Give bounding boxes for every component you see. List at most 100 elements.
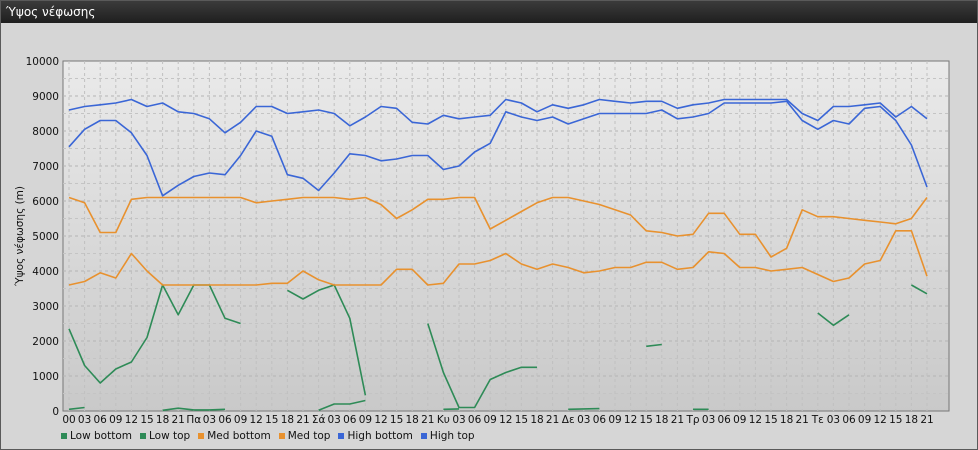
series-line — [817, 312, 850, 327]
x-tick-label: 18 — [655, 414, 668, 426]
x-tick-label: 09 — [234, 414, 247, 426]
x-tick-label: 03 — [78, 414, 91, 426]
y-tick-label: 3000 — [32, 301, 59, 313]
series-line — [162, 407, 226, 412]
legend-swatch — [198, 433, 205, 439]
legend-swatch — [338, 433, 345, 439]
x-tick-label: 15 — [640, 414, 653, 426]
x-tick-label: 15 — [515, 414, 528, 426]
legend-item: Med bottom — [198, 429, 271, 443]
x-tick-label: 15 — [764, 414, 777, 426]
x-tick-label: Τε — [811, 414, 824, 426]
x-tick-label: 00 — [62, 414, 75, 426]
grid-lines — [63, 61, 949, 411]
series-line — [68, 406, 85, 411]
x-tick-label: 09 — [858, 414, 871, 426]
x-tick-label: 12 — [624, 414, 637, 426]
x-tick-label: 03 — [452, 414, 465, 426]
x-tick-label: 12 — [749, 414, 762, 426]
y-tick-label: 10000 — [26, 56, 59, 68]
series-line — [68, 196, 928, 258]
y-tick-label: 6000 — [32, 196, 59, 208]
series-lines — [68, 98, 928, 412]
legend-swatch — [61, 433, 67, 439]
x-tick-label: 03 — [328, 414, 341, 426]
series-line — [68, 100, 928, 197]
x-tick-label: 21 — [920, 414, 933, 426]
x-tick-label: 03 — [203, 414, 216, 426]
x-tick-label: 12 — [499, 414, 512, 426]
x-tick-label: 06 — [718, 414, 732, 426]
x-tick-label: Τρ — [685, 414, 699, 426]
x-tick-label: 21 — [546, 414, 559, 426]
x-tick-label: 09 — [359, 414, 372, 426]
legend: Low bottom Low top Med bottom Med top High b… — [61, 429, 475, 443]
x-tick-label: 06 — [468, 414, 482, 426]
legend-label: Med bottom — [207, 430, 271, 442]
x-tick-label: 18 — [530, 414, 543, 426]
x-tick-label: 12 — [374, 414, 387, 426]
x-tick-label: 21 — [421, 414, 434, 426]
series-line — [568, 407, 600, 411]
legend-swatch — [278, 433, 285, 439]
y-tick-label: 0 — [52, 406, 59, 418]
y-tick-label: 5000 — [32, 231, 59, 243]
x-tick-label: 21 — [671, 414, 684, 426]
x-tick-label: 18 — [780, 414, 793, 426]
x-tick-label: 15 — [140, 414, 153, 426]
x-tick-label: 03 — [827, 414, 840, 426]
x-tick-label: 18 — [905, 414, 918, 426]
y-tick-label: 7000 — [32, 161, 59, 173]
x-tick-label: 15 — [390, 414, 403, 426]
legend-item: Low top — [140, 429, 190, 443]
y-tick-label: 2000 — [32, 336, 59, 348]
legend-item: High bottom — [338, 429, 413, 443]
series-line — [68, 230, 928, 286]
legend-swatch — [420, 433, 427, 439]
x-tick-label: 21 — [172, 414, 185, 426]
x-tick-label: 03 — [702, 414, 715, 426]
cloud-height-chart: 0 1000 2000 3000 4000 5000 6000 7000 8000 9000 100… — [14, 56, 950, 426]
x-tick-label: Πα — [186, 414, 201, 426]
series-line — [427, 323, 537, 409]
x-tick-label: 18 — [406, 414, 419, 426]
x-tick-label: 09 — [733, 414, 746, 426]
x-tick-label: 06 — [842, 414, 856, 426]
x-tick-label: 12 — [250, 414, 263, 426]
x-tick-label: 09 — [484, 414, 497, 426]
x-axis: 00 03 06 09 12 15 18 21 Πα 03 06 09 12 15 18 21 Σά 03 06 09… — [62, 414, 933, 426]
x-tick-label: Κυ — [437, 414, 450, 426]
series-line — [68, 98, 928, 134]
series-line — [287, 284, 367, 396]
x-tick-label: Σά — [312, 414, 326, 426]
legend-label: Low bottom — [70, 430, 132, 442]
legend-label: High top — [429, 430, 475, 442]
window-title: Ύψος νέφωσης — [6, 5, 96, 19]
x-tick-label: 21 — [796, 414, 809, 426]
y-tick-label: 1000 — [32, 371, 59, 383]
x-tick-label: 18 — [281, 414, 294, 426]
x-tick-label: Δε — [562, 414, 575, 426]
series-line — [68, 284, 241, 384]
x-tick-label: 18 — [156, 414, 169, 426]
x-tick-label: 12 — [125, 414, 138, 426]
x-tick-label: 06 — [218, 414, 232, 426]
x-tick-label: 06 — [593, 414, 607, 426]
title-bar: Ύψος νέφωσης — [1, 1, 977, 23]
legend-label: Med top — [287, 430, 331, 442]
legend-swatch — [140, 433, 146, 439]
x-tick-label: 15 — [889, 414, 902, 426]
x-tick-label: 03 — [577, 414, 590, 426]
legend-label: Low top — [149, 430, 191, 442]
y-axis-label: Ύψος νέφωσης (m) — [14, 186, 26, 287]
y-tick-label: 8000 — [32, 126, 59, 138]
legend-item: Med top — [278, 429, 331, 443]
series-line — [911, 284, 928, 295]
x-tick-label: 21 — [296, 414, 309, 426]
x-tick-label: 15 — [265, 414, 278, 426]
series-line — [646, 343, 662, 348]
x-tick-label: 06 — [343, 414, 357, 426]
y-tick-label: 9000 — [32, 91, 59, 103]
legend-label: High bottom — [347, 430, 413, 442]
